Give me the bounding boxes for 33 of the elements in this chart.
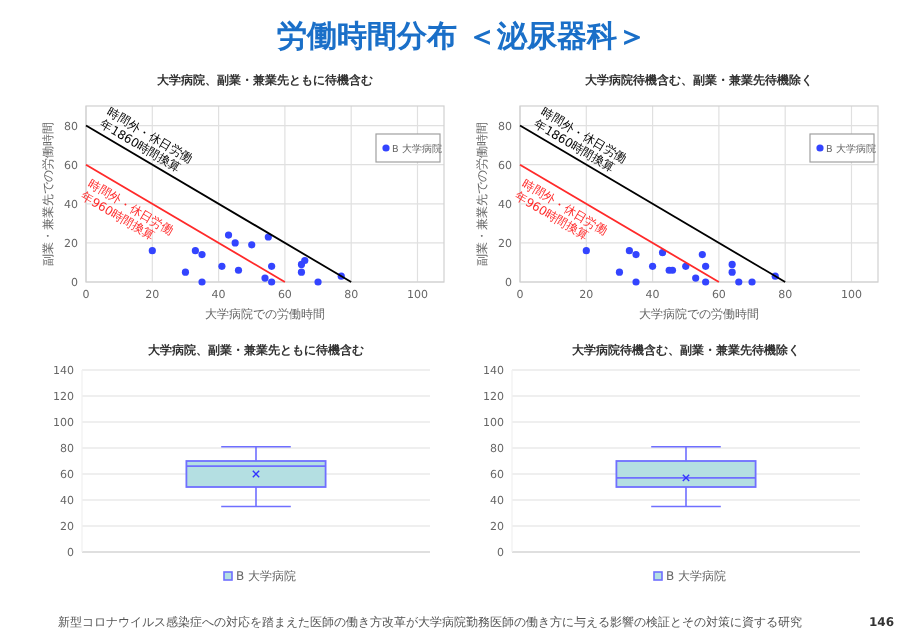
text: 労働時間分布 ＜泌尿器科＞ <box>276 18 648 54</box>
point <box>231 239 239 247</box>
point <box>648 262 657 270</box>
point <box>632 251 640 259</box>
point <box>181 268 190 276</box>
point <box>264 233 272 241</box>
point <box>728 268 736 276</box>
point <box>692 274 700 282</box>
point <box>218 262 226 270</box>
point <box>297 268 306 276</box>
point <box>234 266 243 274</box>
point <box>702 262 710 270</box>
point <box>682 262 690 270</box>
point <box>658 249 667 257</box>
point <box>702 278 710 286</box>
point <box>314 278 322 286</box>
point <box>698 251 706 259</box>
point <box>198 251 206 259</box>
point <box>268 262 276 270</box>
point <box>625 247 633 255</box>
point <box>261 274 269 282</box>
point <box>268 278 276 286</box>
point <box>224 231 233 239</box>
point <box>632 278 640 286</box>
point <box>198 278 206 286</box>
point <box>735 278 743 286</box>
point <box>728 260 736 268</box>
point <box>615 268 624 276</box>
point <box>748 278 756 286</box>
point <box>248 241 256 249</box>
point <box>582 247 590 255</box>
point <box>191 247 199 255</box>
point <box>148 247 156 255</box>
